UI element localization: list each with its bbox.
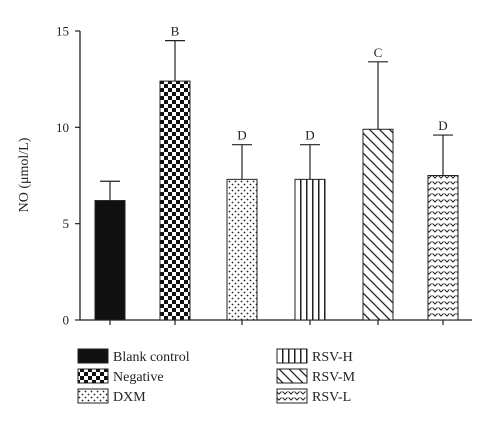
legend-label: DXM [113, 390, 146, 405]
legend-label: Negative [113, 370, 164, 385]
y-ticks: 0 5 10 15 [56, 24, 80, 328]
significance-label: B [171, 24, 180, 39]
legend-item: Negative [77, 368, 164, 385]
significance-label: D [237, 128, 246, 143]
bar-blank-control [94, 200, 126, 321]
legend-swatch [77, 388, 109, 404]
significance-label: C [374, 45, 383, 60]
bar-dxm [226, 178, 258, 321]
legend-item: DXM [77, 388, 146, 405]
legend-swatch [276, 388, 308, 404]
legend-item: RSV-M [276, 368, 356, 385]
x-ticks [109, 320, 444, 325]
y-tick-label: 0 [63, 313, 70, 328]
significance-label: D [305, 128, 314, 143]
bar-rsv-m [362, 128, 394, 321]
legend-swatch [77, 368, 109, 384]
y-tick-label: 5 [63, 216, 70, 231]
y-axis-label: NO (μmol/L) [17, 137, 32, 212]
bar-rsv-l [427, 175, 459, 321]
y-tick-label: 10 [56, 120, 69, 135]
legend-label: RSV-H [312, 350, 353, 365]
legend-label: RSV-M [312, 370, 356, 385]
axes: NO (μmol/L) [17, 31, 472, 321]
legend-swatch [276, 368, 308, 384]
significance-label: D [438, 118, 447, 133]
legend: Blank control Negative DXM RSV-H RSV-M RSV-L [77, 348, 356, 405]
legend-item: RSV-H [276, 348, 353, 365]
legend-item: RSV-L [276, 388, 351, 405]
bar-rsv-h [294, 178, 326, 321]
legend-label: Blank control [113, 350, 190, 365]
y-tick-label: 15 [56, 24, 69, 39]
legend-item: Blank control [77, 348, 190, 365]
bar-negative [159, 80, 191, 321]
bars: B D D C D [94, 24, 459, 321]
legend-swatch [77, 348, 109, 364]
legend-label: RSV-L [312, 390, 351, 405]
legend-swatch [276, 348, 308, 364]
